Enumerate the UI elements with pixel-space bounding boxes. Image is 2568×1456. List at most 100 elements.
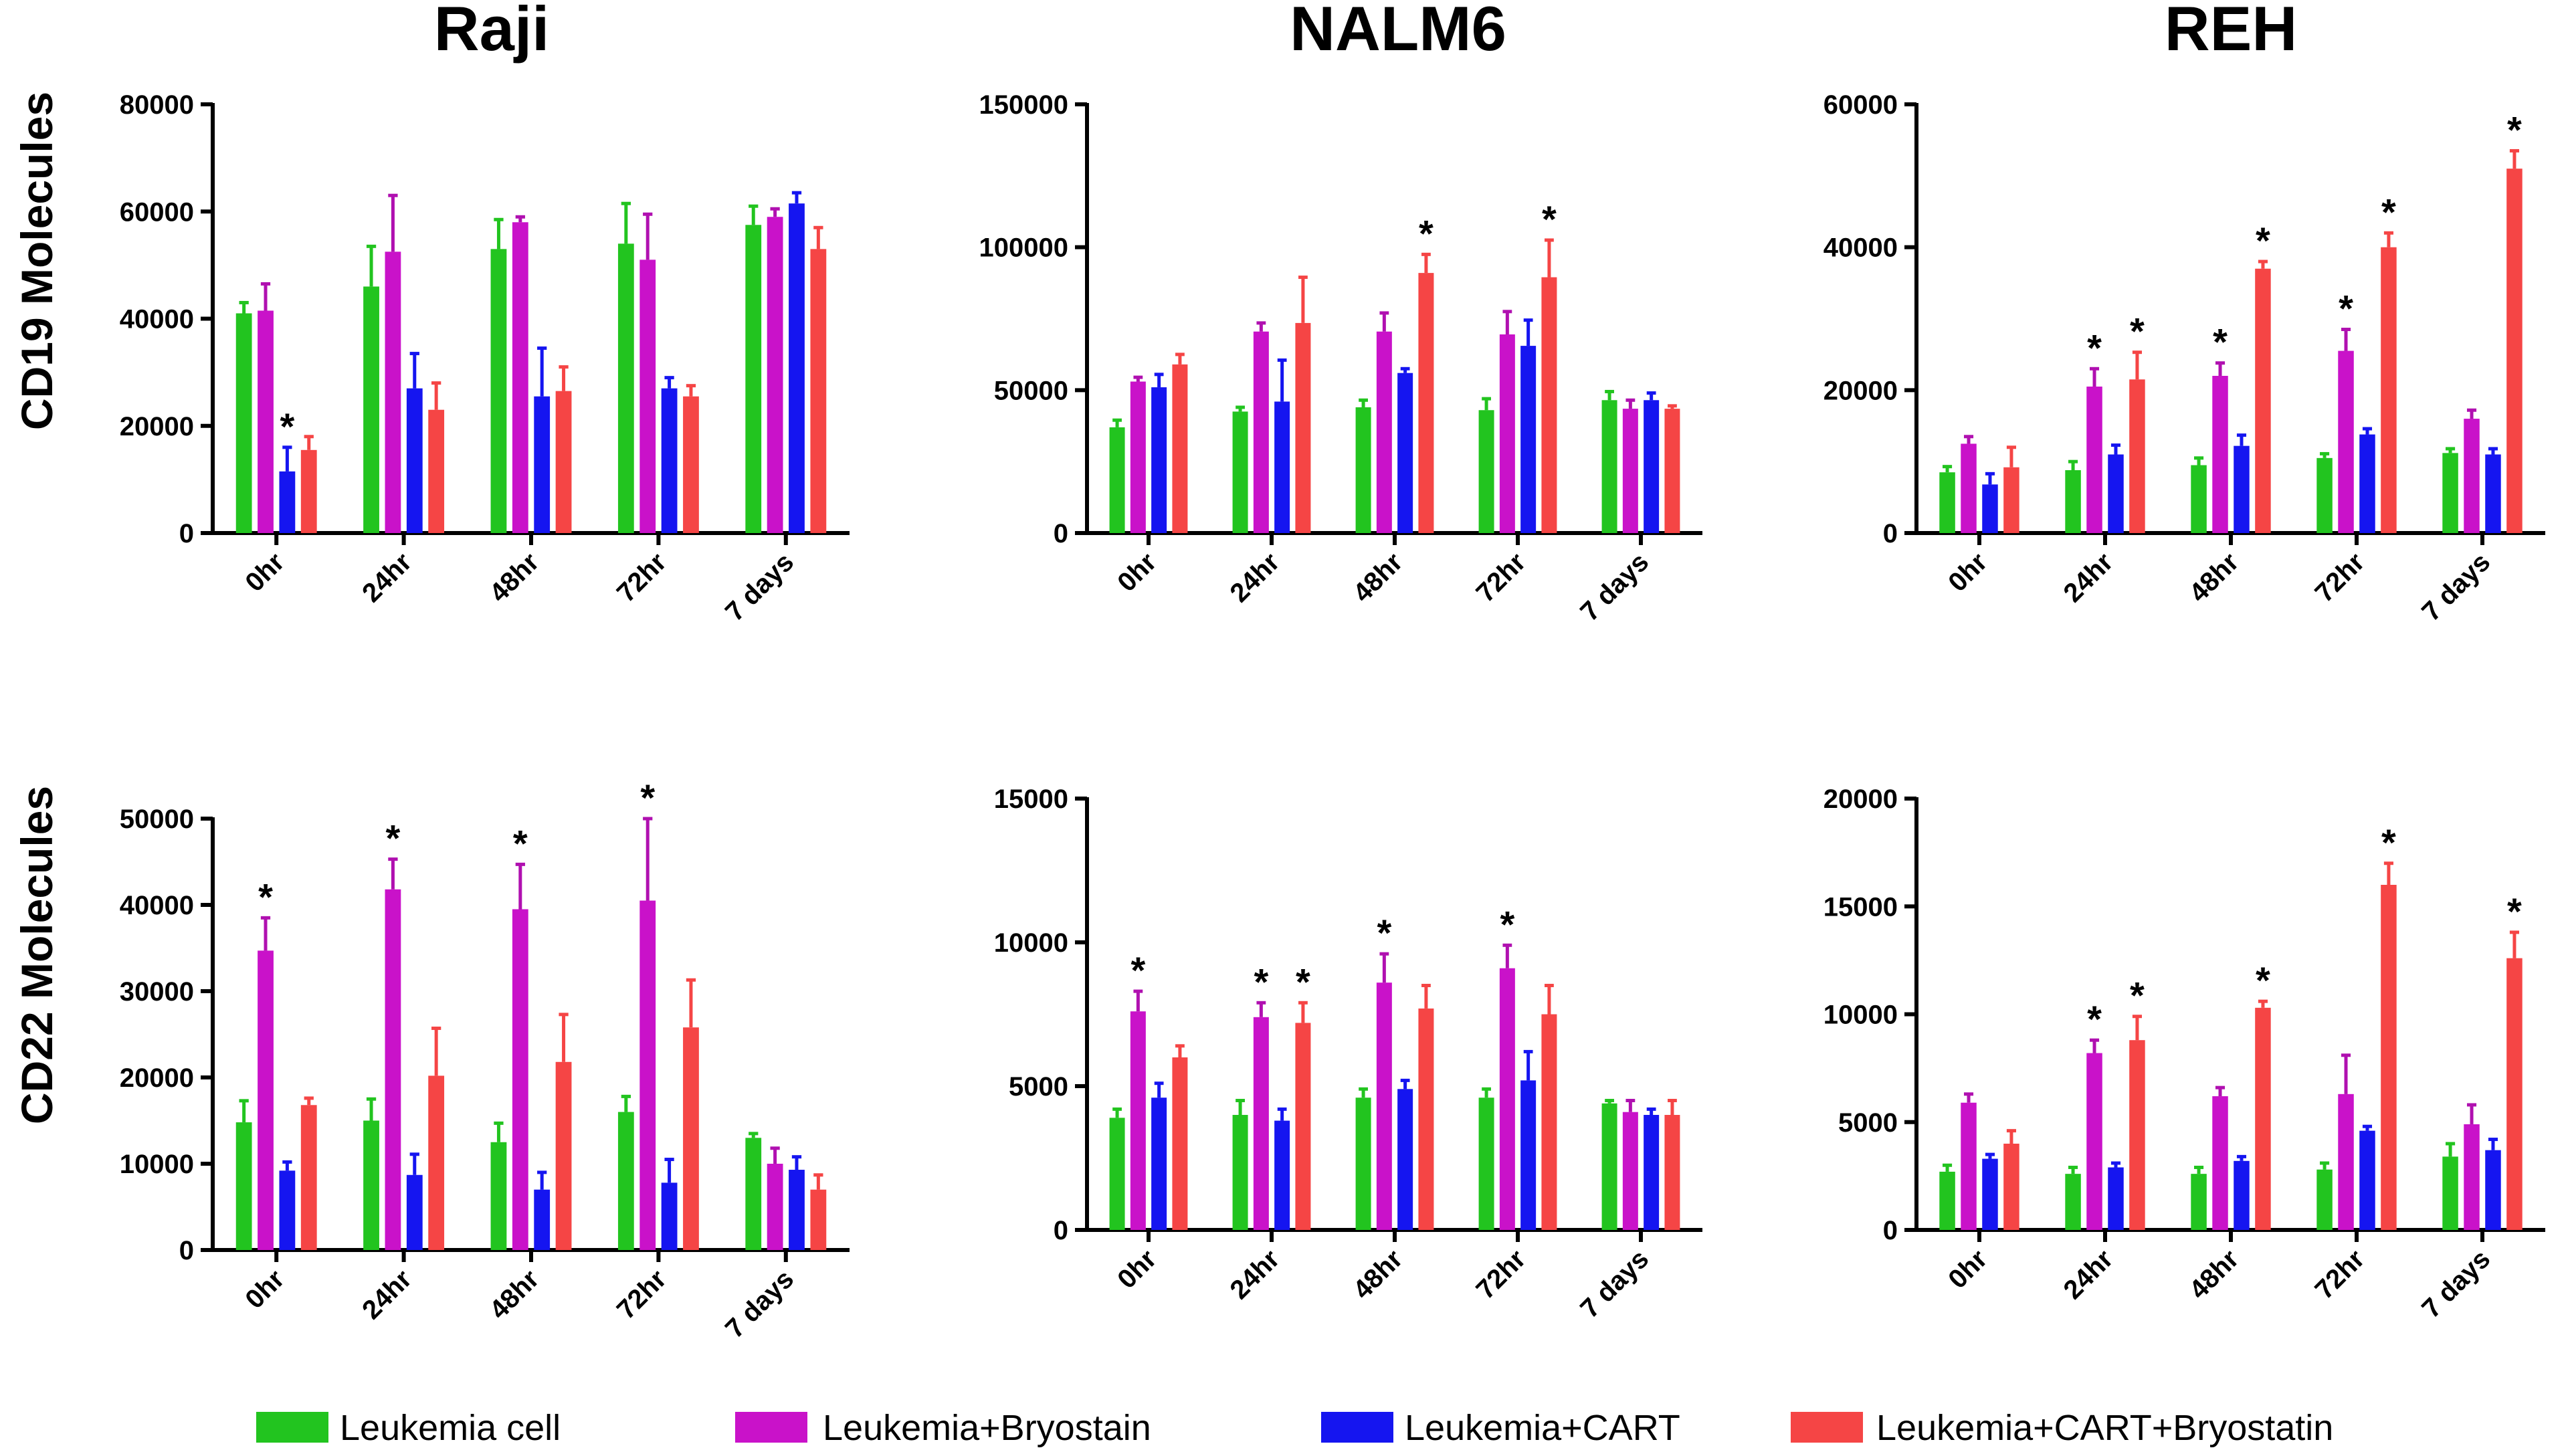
- bar-cart-bryostatin: [300, 1105, 317, 1250]
- y-tick-label: 60000: [1823, 90, 1898, 120]
- legend-label-leukemia-bryostain: Leukemia+Bryostain: [823, 1408, 1151, 1448]
- significance-star: *: [2087, 326, 2102, 369]
- significance-star: *: [513, 822, 528, 864]
- bar-cart-bryostatin: [1418, 273, 1434, 533]
- bar-bryostain: [1130, 1011, 1146, 1230]
- y-tick-label: 15000: [1823, 892, 1898, 922]
- bar-leukemia-cell: [745, 225, 762, 533]
- bar-leukemia-cell: [2316, 457, 2333, 533]
- bar-bryostain: [2212, 375, 2228, 533]
- x-tick-label: 7 days: [2416, 1244, 2496, 1324]
- bar-bryostain: [767, 217, 783, 533]
- significance-star: *: [1296, 960, 1310, 1003]
- bar-cart-bryostatin: [810, 249, 827, 533]
- y-tick-label: 40000: [120, 305, 194, 334]
- x-tick-label: 0hr: [1943, 547, 1993, 597]
- y-tick-label: 20000: [120, 412, 194, 441]
- bar-cart: [1520, 346, 1537, 533]
- bar-leukemia-cell: [1939, 472, 1955, 533]
- bar-cart: [661, 1182, 678, 1250]
- significance-star: *: [2087, 998, 2102, 1040]
- bar-bryostain: [1253, 331, 1269, 533]
- panel-1: 0 50000 100000 150000 0hr 24hr 48hr * 72hr * 7 day…: [979, 90, 1702, 627]
- bar-leukemia-cell: [617, 243, 634, 533]
- bar-cart: [1982, 1158, 1998, 1230]
- bar-cart-bryostatin: [555, 1061, 572, 1250]
- bar-cart-bryostatin: [1295, 1023, 1311, 1230]
- bar-bryostain: [2338, 350, 2354, 533]
- bar-bryostain: [385, 889, 401, 1250]
- bar-cart-bryostatin: [1172, 1057, 1188, 1230]
- bar-cart-bryostatin: [2003, 1144, 2019, 1230]
- bar-leukemia-cell: [1109, 427, 1125, 533]
- x-tick-label: 72hr: [1471, 1244, 1532, 1305]
- bar-cart: [279, 471, 296, 533]
- y-tick-label: 0: [1054, 519, 1068, 548]
- bar-bryostain: [1499, 968, 1515, 1230]
- significance-star: *: [2130, 974, 2145, 1017]
- y-tick-label: 10000: [1823, 1001, 1898, 1030]
- x-tick-label: 0hr: [239, 547, 290, 597]
- column-title-raji: Raji: [434, 0, 549, 64]
- bar-bryostain: [512, 909, 528, 1250]
- chart-panels: 0 20000 40000 60000 80000 0hr * 24hr 48hr 72hr 7 d…: [120, 90, 2545, 1344]
- bar-leukemia-cell: [1939, 1171, 1955, 1230]
- bar-leukemia-cell: [363, 1120, 379, 1250]
- x-tick-label: 48hr: [1348, 547, 1409, 608]
- y-tick-label: 50000: [994, 376, 1068, 405]
- y-tick-label: 0: [1054, 1216, 1068, 1245]
- x-tick-label: 24hr: [357, 547, 417, 608]
- significance-star: *: [1377, 912, 1391, 954]
- y-tick-label: 0: [1883, 519, 1898, 548]
- bar-leukemia-cell: [745, 1138, 762, 1250]
- bar-cart: [1982, 484, 1998, 533]
- significance-star: *: [1500, 903, 1514, 945]
- bar-cart: [789, 203, 805, 533]
- bar-cart: [1644, 1115, 1660, 1230]
- significance-star: *: [2256, 219, 2270, 262]
- x-tick-label: 48hr: [2184, 547, 2245, 608]
- x-tick-label: 72hr: [2310, 547, 2371, 608]
- bar-cart: [789, 1170, 805, 1250]
- legend-label-leukemia-cart-bryostatin: Leukemia+CART+Bryostatin: [1876, 1408, 2333, 1448]
- bar-cart-bryostatin: [2003, 467, 2019, 533]
- bar-bryostain: [1130, 381, 1146, 533]
- bar-cart-bryostatin: [683, 396, 699, 533]
- significance-star: *: [2381, 821, 2396, 863]
- bar-bryostain: [2212, 1096, 2228, 1230]
- y-tick-label: 5000: [1838, 1108, 1898, 1138]
- bar-leukemia-cell: [1232, 1115, 1248, 1230]
- bar-cart: [2234, 445, 2250, 533]
- panel-2: 0 20000 40000 60000 0hr 24hr * * 48hr * * 72hr * * 7 d…: [1823, 90, 2545, 627]
- bar-bryostain: [1961, 1102, 1977, 1230]
- x-tick-label: 7 days: [2416, 547, 2496, 627]
- bar-cart: [534, 1189, 551, 1250]
- y-tick-label: 0: [179, 1236, 194, 1265]
- y-tick-label: 0: [1883, 1216, 1898, 1245]
- significance-star: *: [280, 405, 294, 447]
- bar-leukemia-cell: [2316, 1169, 2333, 1230]
- bar-leukemia-cell: [1355, 407, 1371, 533]
- y-tick-label: 10000: [994, 928, 1068, 958]
- bar-leukemia-cell: [1355, 1098, 1371, 1230]
- y-tick-label: 20000: [1823, 376, 1898, 405]
- bar-leukemia-cell: [490, 249, 507, 533]
- bar-bryostain: [1376, 982, 1392, 1230]
- bar-cart-bryostatin: [810, 1189, 827, 1250]
- significance-star: *: [258, 875, 273, 918]
- y-tick-label: 60000: [120, 197, 194, 227]
- bar-cart: [2485, 1150, 2501, 1230]
- bar-cart: [406, 1174, 423, 1250]
- bar-cart-bryostatin: [2381, 885, 2397, 1230]
- bar-cart: [1151, 1098, 1167, 1230]
- legend-swatch-leukemia-cart: [1321, 1412, 1393, 1443]
- significance-star: *: [1419, 212, 1434, 254]
- bar-cart-bryostatin: [2129, 1040, 2145, 1230]
- bar-bryostain: [639, 259, 656, 533]
- bar-cart-bryostatin: [2506, 958, 2523, 1230]
- x-tick-label: 0hr: [1943, 1244, 1993, 1294]
- y-tick-label: 30000: [120, 977, 194, 1007]
- y-tick-label: 40000: [120, 891, 194, 920]
- bar-cart-bryostatin: [1418, 1008, 1434, 1230]
- bar-cart-bryostatin: [428, 1075, 445, 1250]
